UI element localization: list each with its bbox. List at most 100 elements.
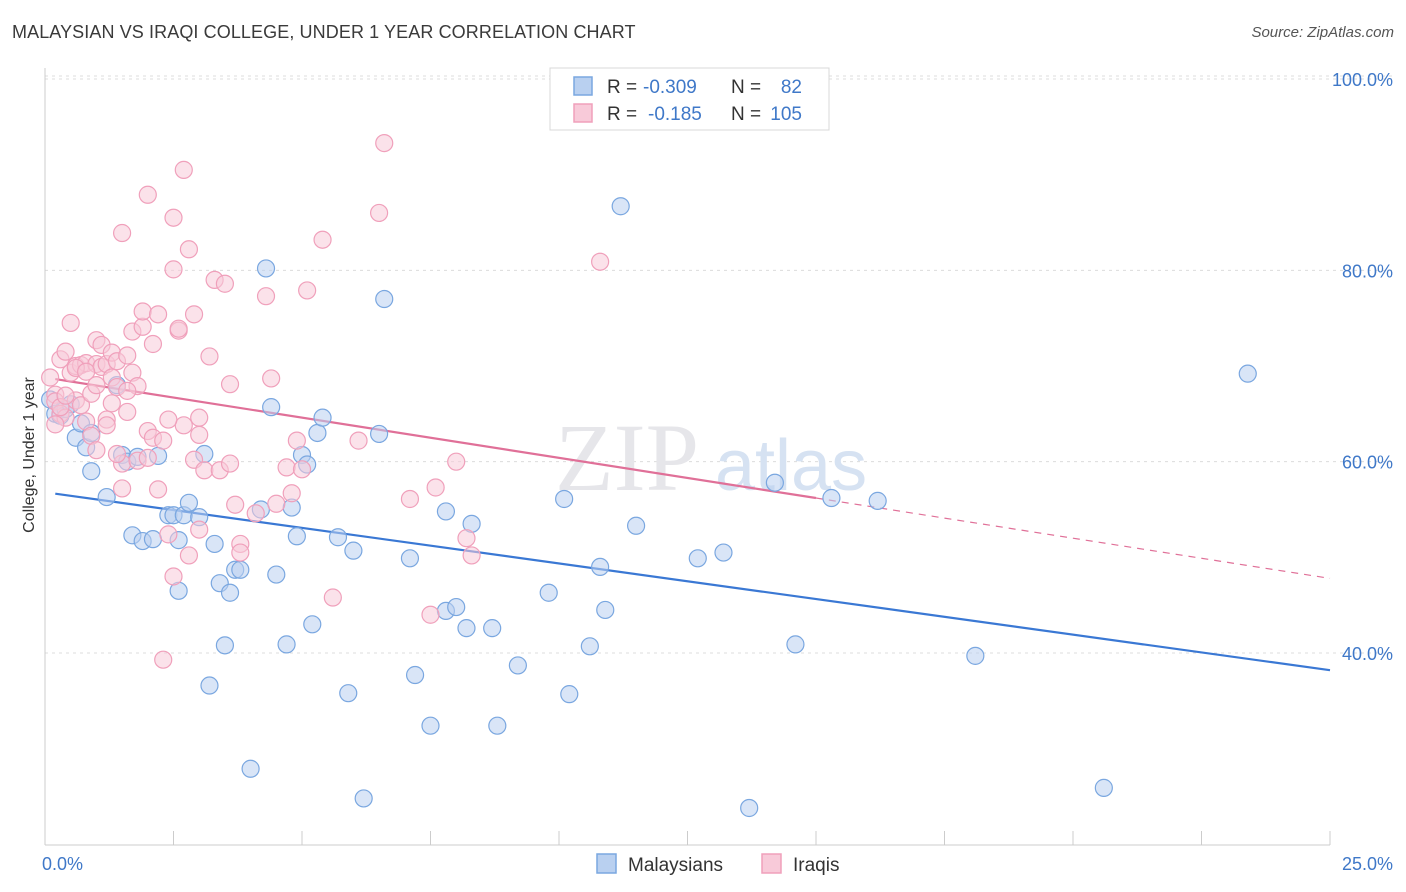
scatter-point-iraqis xyxy=(56,386,75,405)
scatter-point-iraqis xyxy=(457,529,476,548)
scatter-point-iraqis xyxy=(426,478,445,497)
legend-n-value-1: 82 xyxy=(781,77,802,98)
scatter-point-iraqis xyxy=(97,416,116,435)
scatter-point-iraqis xyxy=(195,461,214,480)
scatter-point-malaysians xyxy=(447,597,466,617)
watermark-atlas: atlas xyxy=(715,426,867,506)
scatter-point-malaysians xyxy=(688,549,707,568)
scatter-point-iraqis xyxy=(190,425,209,444)
scatter-point-malaysians xyxy=(740,798,759,818)
scatter-point-iraqis xyxy=(118,346,137,365)
series-iraqis xyxy=(41,133,610,669)
scatter-point-malaysians xyxy=(370,424,389,444)
scatter-point-iraqis xyxy=(138,185,157,204)
scatter-point-iraqis xyxy=(282,484,301,503)
scatter-point-malaysians xyxy=(241,759,260,778)
scatter-point-iraqis xyxy=(400,489,420,509)
scatter-point-iraqis xyxy=(87,441,106,460)
x-tick-label: 0.0% xyxy=(42,854,83,874)
legend-n-value-2: 105 xyxy=(770,104,802,125)
scatter-point-malaysians xyxy=(786,635,805,654)
scatter-point-iraqis xyxy=(226,495,245,514)
y-tick-label: 80.0% xyxy=(1342,261,1393,281)
scatter-point-iraqis xyxy=(133,302,152,321)
scatter-point-iraqis xyxy=(231,543,250,562)
scatter-point-iraqis xyxy=(292,460,312,479)
scatter-point-iraqis xyxy=(190,520,209,539)
scatter-point-iraqis xyxy=(220,454,240,473)
legend-r-value-1: -0.309 xyxy=(643,77,697,98)
scatter-point-iraqis xyxy=(87,376,106,395)
scatter-point-iraqis xyxy=(143,334,163,354)
legend-r-label-1: R = xyxy=(607,77,637,98)
scatter-point-malaysians xyxy=(375,289,394,309)
scatter-point-malaysians xyxy=(231,560,250,579)
scatter-point-iraqis xyxy=(277,458,296,477)
scatter-point-iraqis xyxy=(184,305,204,324)
y-tick-label: 100.0% xyxy=(1332,70,1393,90)
scatter-point-malaysians xyxy=(596,600,615,620)
scatter-point-iraqis xyxy=(462,546,481,565)
scatter-point-malaysians xyxy=(200,676,219,695)
scatter-point-malaysians xyxy=(405,665,425,685)
scatter-point-malaysians xyxy=(313,408,332,427)
scatter-point-iraqis xyxy=(200,347,219,366)
scatter-point-iraqis xyxy=(179,546,199,565)
legend-swatch-iraqis xyxy=(573,103,593,123)
scatter-point-malaysians xyxy=(966,646,985,665)
scatter-point-iraqis xyxy=(220,375,240,394)
scatter-point-malaysians xyxy=(1094,778,1113,797)
scatter-point-malaysians xyxy=(262,398,281,417)
scatter-point-malaysians xyxy=(215,636,234,655)
trend-line-malaysians xyxy=(55,492,1331,672)
scatter-point-iraqis xyxy=(46,415,65,434)
legend-r-value-2: -0.185 xyxy=(648,104,702,125)
scatter-point-malaysians xyxy=(483,619,502,638)
scatter-point-malaysians xyxy=(220,583,240,602)
legend-swatch-malaysians xyxy=(573,76,593,96)
trend-line-extension-iraqis xyxy=(815,497,1331,579)
scatter-point-iraqis xyxy=(154,650,173,669)
scatter-point-iraqis xyxy=(591,252,610,271)
scatter-point-malaysians xyxy=(626,516,646,535)
scatter-point-malaysians xyxy=(267,565,286,584)
scatter-point-iraqis xyxy=(349,431,368,450)
scatter-point-iraqis xyxy=(41,368,60,387)
x-tick-label: 25.0% xyxy=(1342,854,1393,874)
scatter-point-iraqis xyxy=(298,281,317,300)
trend-lines xyxy=(55,378,1331,672)
scatter-point-malaysians xyxy=(205,534,224,554)
scatter-point-malaysians xyxy=(344,541,363,560)
scatter-point-iraqis xyxy=(287,431,306,450)
scatter-point-malaysians xyxy=(354,789,373,808)
scatter-point-malaysians xyxy=(1238,364,1257,383)
bottom-legend-label-malaysians: Malaysians xyxy=(628,855,723,876)
scatter-point-iraqis xyxy=(159,525,178,544)
scatter-point-malaysians xyxy=(82,462,101,481)
scatter-point-malaysians xyxy=(303,615,322,634)
scatter-point-iraqis xyxy=(133,317,152,336)
scatter-point-iraqis xyxy=(370,203,389,223)
chart-source: Source: ZipAtlas.com xyxy=(1251,24,1394,41)
y-tick-label: 60.0% xyxy=(1342,453,1393,473)
scatter-point-malaysians xyxy=(457,619,476,638)
scatter-point-iraqis xyxy=(256,287,276,306)
scatter-point-iraqis xyxy=(262,369,281,388)
scatter-point-iraqis xyxy=(102,394,121,413)
scatter-point-malaysians xyxy=(287,527,306,546)
scatter-point-iraqis xyxy=(267,494,286,513)
scatter-point-malaysians xyxy=(539,583,558,602)
scatter-point-iraqis xyxy=(154,431,173,450)
scatter-point-iraqis xyxy=(56,342,75,361)
axes xyxy=(44,68,1331,846)
scatter-point-iraqis xyxy=(323,588,342,607)
scatter-point-iraqis xyxy=(118,381,137,400)
scatter-point-iraqis xyxy=(118,402,137,422)
scatter-point-malaysians xyxy=(97,487,116,507)
watermark: ZIP atlas xyxy=(555,404,867,511)
scatter-point-iraqis xyxy=(246,504,265,523)
watermark-zip: ZIP xyxy=(555,404,699,511)
scatter-point-malaysians xyxy=(611,197,630,216)
series-malaysians xyxy=(41,197,1257,818)
